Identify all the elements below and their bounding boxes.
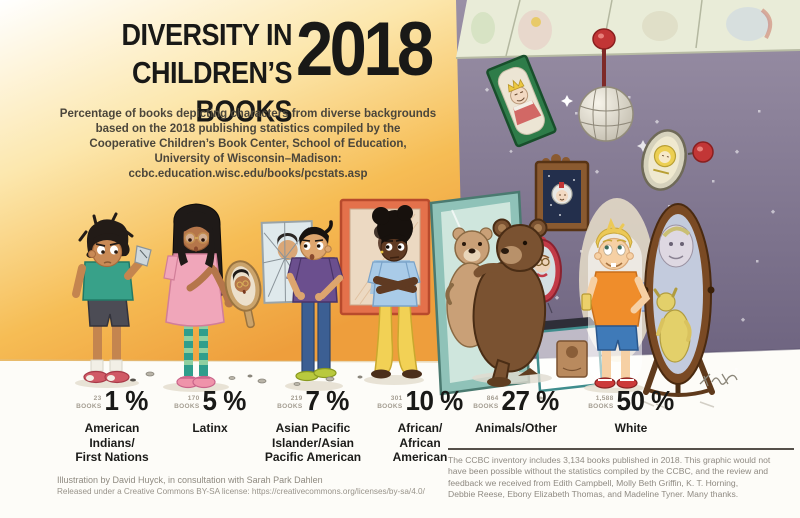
book-count-number: 301 xyxy=(390,395,403,402)
stat-american-indians: 23 BOOKS 1 % American Indians/ First Nat… xyxy=(37,384,187,465)
king-mirror xyxy=(486,54,557,148)
kid-asian-pacific xyxy=(286,220,344,382)
category-label: American Indians/ First Nations xyxy=(75,421,149,464)
stat-white: 1,588 BOOKS 50 % White xyxy=(556,384,706,436)
kid-white xyxy=(581,217,651,389)
kid-african-american xyxy=(367,205,422,379)
title-line-2: CHILDREN’S BOOKS xyxy=(131,56,293,128)
book-count-word: BOOKS xyxy=(588,402,614,410)
book-count-word: BOOKS xyxy=(277,402,303,410)
book-count: 23 BOOKS xyxy=(76,395,101,414)
book-count-number: 23 xyxy=(93,395,102,402)
artist-signature xyxy=(699,373,738,387)
dart-knob xyxy=(687,141,714,163)
kid-latinx xyxy=(163,203,262,389)
percent-value: 1 % xyxy=(104,384,149,417)
subtitle-url: ccbc.education.wisc.edu/books/pcstats.as… xyxy=(128,168,368,180)
book-count: 1,588 BOOKS xyxy=(588,395,613,414)
stat-animals-other: 864 BOOKS 27 % Animals/Other xyxy=(441,384,591,436)
title-year: 2018 xyxy=(296,7,434,92)
category-label: White xyxy=(614,421,648,435)
kid-first-nations xyxy=(72,212,152,384)
book-count-number: 1,588 xyxy=(595,395,614,402)
book-count-word: BOOKS xyxy=(473,402,499,410)
standing-mirror xyxy=(639,203,715,410)
percent-value: 50 % xyxy=(616,384,675,417)
disco-ball xyxy=(561,28,649,152)
category-label: Asian Pacific Islander/Asian Pacific Ame… xyxy=(264,421,362,464)
book-count-word: BOOKS xyxy=(174,402,200,410)
book-count-number: 864 xyxy=(486,395,499,402)
note-line: Debbie Reese, Ebony Elizabeth Thomas, an… xyxy=(448,489,739,500)
book-count-number: 219 xyxy=(290,395,303,402)
helmet-mirror xyxy=(641,129,687,191)
credit-license: Released under a Creative Commons BY-SA … xyxy=(57,487,425,496)
credits: Illustration by David Huyck, in consulta… xyxy=(57,474,425,497)
note-line: have been possible without the statistic… xyxy=(448,466,769,477)
book-count: 170 BOOKS xyxy=(174,395,199,414)
subtitle-line: University of Wisconsin–Madison: xyxy=(154,153,342,165)
astronaut-mirror xyxy=(534,154,590,232)
percent-value: 27 % xyxy=(501,384,560,417)
subtitle: Percentage of books depicting characters… xyxy=(48,107,448,182)
book-count-number: 170 xyxy=(187,395,200,402)
category-label: African/ African American xyxy=(392,421,448,464)
book-count: 864 BOOKS xyxy=(473,395,498,414)
subtitle-line: based on the 2018 publishing statistics … xyxy=(95,123,401,135)
book-count: 301 BOOKS xyxy=(377,395,402,414)
subtitle-line: Cooperative Children’s Book Center, Scho… xyxy=(89,138,407,150)
note-line: The CCBC inventory includes 3,134 books … xyxy=(448,455,771,465)
category-label: Latinx xyxy=(192,421,228,435)
title-line-1: DIVERSITY IN xyxy=(121,18,292,52)
glass-tank xyxy=(534,317,604,393)
stat-african-american: 301 BOOKS 10 % African/ African American xyxy=(345,384,495,465)
floor-debris xyxy=(130,371,543,400)
note-line: feedback we received from Edith Campbell… xyxy=(448,477,739,488)
stat-latinx: 170 BOOKS 5 % Latinx xyxy=(135,384,285,436)
percent-value: 10 % xyxy=(405,384,464,417)
book-count-word: BOOKS xyxy=(377,402,403,410)
bear xyxy=(472,218,552,387)
ceiling-mirrors xyxy=(455,0,800,59)
book-count: 219 BOOKS xyxy=(277,395,302,414)
percent-value: 7 % xyxy=(305,384,350,417)
subtitle-line: Percentage of books depicting characters… xyxy=(59,108,437,120)
credit-illustrator: Illustration by David Huyck, in consulta… xyxy=(57,475,323,485)
percent-value: 5 % xyxy=(202,384,247,417)
book-count-word: BOOKS xyxy=(76,402,102,410)
note-divider xyxy=(448,448,794,450)
poster-title: DIVERSITY IN CHILDREN’S BOOKS xyxy=(58,16,292,130)
ccbc-note: The CCBC inventory includes 3,134 books … xyxy=(448,448,794,501)
stat-asian-pacific: 219 BOOKS 7 % Asian Pacific Islander/Asi… xyxy=(238,384,388,465)
category-label: Animals/Other xyxy=(474,421,558,435)
